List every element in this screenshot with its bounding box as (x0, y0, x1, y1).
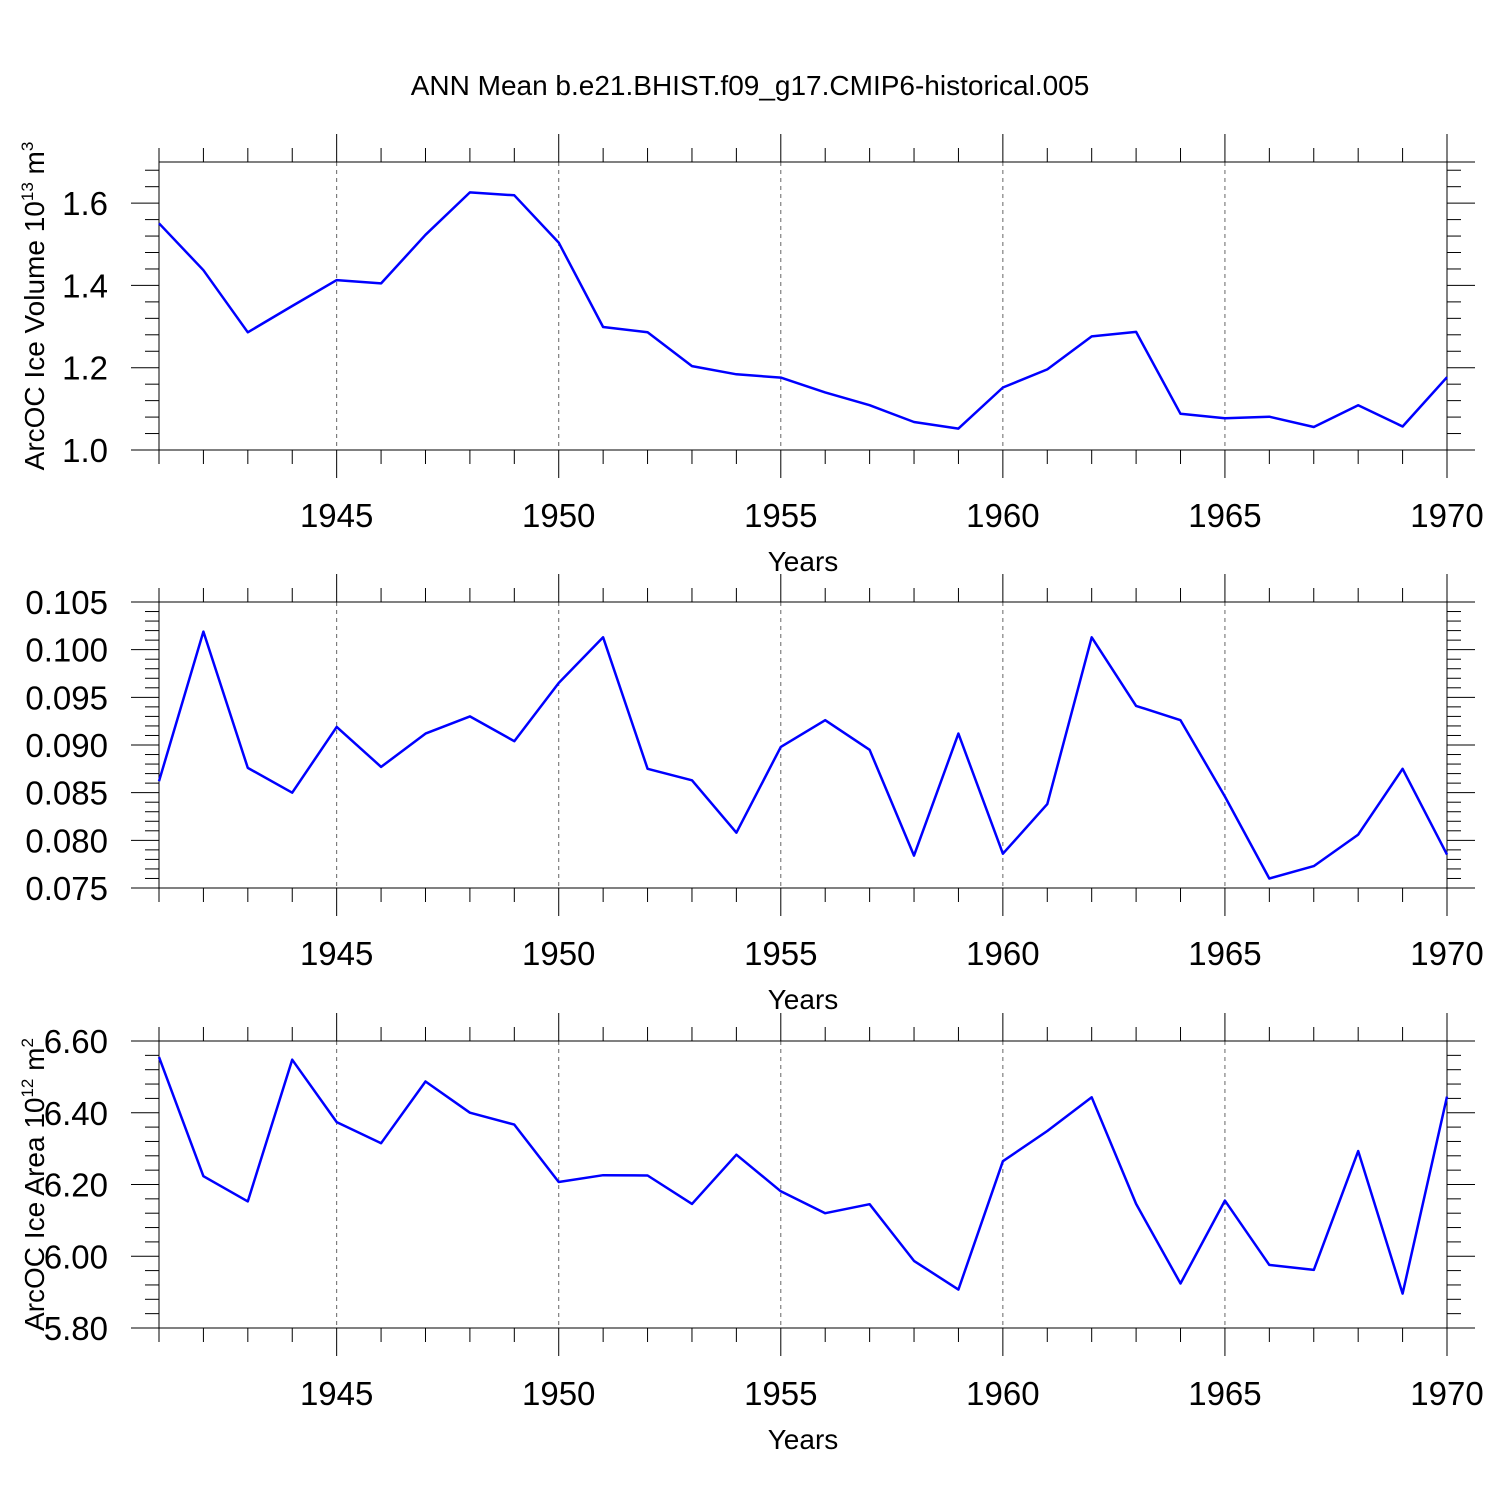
y-tick-label: 1.4 (62, 267, 108, 304)
y-tick-label: 6.40 (44, 1095, 108, 1132)
x-axis-label: Years (768, 984, 839, 1015)
x-tick-label: 1955 (744, 497, 817, 534)
x-tick-label: 1950 (522, 497, 595, 534)
x-tick-label: 1960 (966, 497, 1039, 534)
chart-panel-1: 1.0 1.2 1.4 1.6 1945 1950 1955 1960 1965 1970 Year… (18, 134, 1484, 577)
x-tick-label: 1955 (744, 935, 817, 972)
chart-panel-2: 0.075 0.080 0.085 0.090 0.095 0.100 0.105 1945 1… (25, 574, 1484, 1015)
series-line (157, 1056, 1449, 1295)
y-tick-label: 6.20 (44, 1167, 108, 1204)
y-tick-label: 1.2 (62, 350, 108, 387)
x-tick-label: 1965 (1188, 497, 1261, 534)
y-axis-label-exponent: 12 (18, 1079, 37, 1098)
y-axis-label: ArcOC Ice Volume 1013 m3 (18, 142, 50, 471)
x-tick-label: 1950 (522, 1375, 595, 1412)
y-tick-label: 1.6 (62, 185, 108, 222)
y-axis-label-text: ArcOC Ice Volume 10 (19, 201, 50, 470)
x-tick-label: 1955 (744, 1375, 817, 1412)
y-tick-label: 5.80 (44, 1310, 108, 1347)
y-tick-label: 0.105 (25, 584, 108, 621)
y-axis-label-exponent: 13 (18, 182, 37, 201)
series-line (157, 630, 1449, 880)
series-line (158, 191, 1448, 430)
x-tick-label: 1945 (300, 497, 373, 534)
x-tick-label: 1965 (1188, 1375, 1261, 1412)
x-axis-label: Years (768, 546, 839, 577)
x-tick-label: 1960 (966, 1375, 1039, 1412)
y-tick-label: 0.100 (25, 632, 108, 669)
x-tick-label: 1970 (1410, 497, 1483, 534)
x-tick-label: 1960 (966, 935, 1039, 972)
plots-container: 1.0 1.2 1.4 1.6 1945 1950 1955 1960 1965 1970 Year… (18, 134, 1484, 1455)
y-tick-label: 0.085 (25, 775, 108, 812)
x-axis-label: Years (768, 1424, 839, 1455)
y-axis-label-unit: m (19, 1048, 50, 1079)
y-axis-label-unit-exponent: 3 (18, 142, 37, 151)
y-tick-label: 0.080 (25, 822, 108, 859)
x-tick-label: 1945 (300, 1375, 373, 1412)
x-tick-label: 1970 (1410, 1375, 1483, 1412)
y-tick-label: 6.00 (44, 1238, 108, 1275)
y-tick-label: 6.60 (44, 1023, 108, 1060)
x-tick-label: 1970 (1410, 935, 1483, 972)
y-tick-label: 0.095 (25, 679, 108, 716)
y-axis-label: ArcOC Ice Area 1012 m2 (18, 1038, 50, 1331)
y-tick-label: 0.090 (25, 727, 108, 764)
y-axis-label-unit-exponent: 2 (18, 1038, 37, 1047)
y-tick-label: 1.0 (62, 432, 108, 469)
figure-title: ANN Mean b.e21.BHIST.f09_g17.CMIP6-histo… (411, 70, 1090, 101)
y-tick-label: 0.075 (25, 870, 108, 907)
x-tick-label: 1945 (300, 935, 373, 972)
y-axis-label-text: ArcOC Ice Area 10 (19, 1098, 50, 1331)
chart-panel-3: 5.80 6.00 6.20 6.40 6.60 1945 1950 1955 1960 1965… (18, 1013, 1484, 1455)
x-tick-label: 1950 (522, 935, 595, 972)
y-axis-label-unit: m (19, 151, 50, 182)
x-tick-label: 1965 (1188, 935, 1261, 972)
